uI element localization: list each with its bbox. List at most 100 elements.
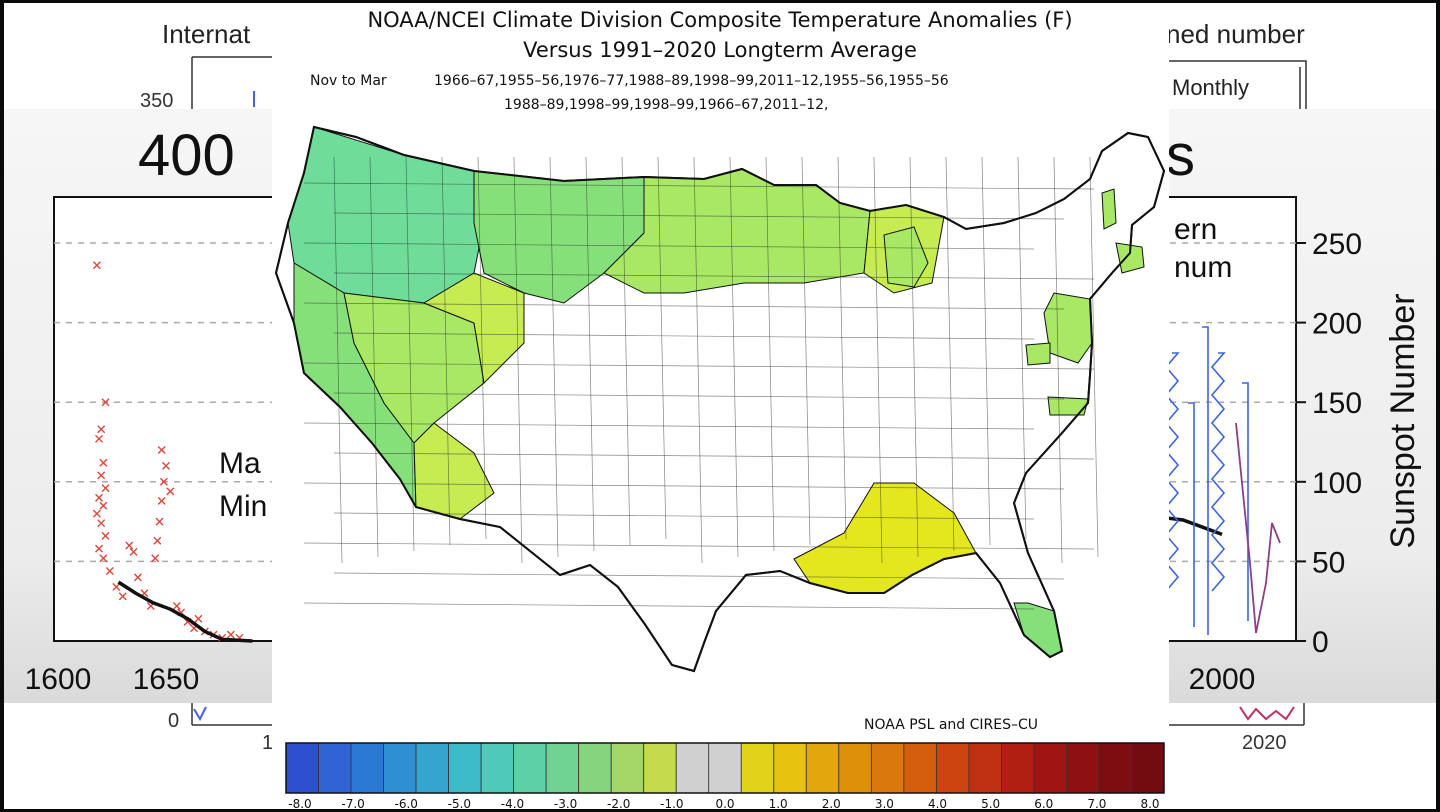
colorbar-label: -7.0 xyxy=(341,797,364,809)
x-tick-label-2000: 2000 xyxy=(1189,663,1256,696)
colorbar-label: -1.0 xyxy=(660,797,683,809)
bottom-left-trace xyxy=(193,706,207,722)
scatter-point xyxy=(105,566,114,575)
colorbar-swatch xyxy=(1131,742,1165,794)
colorbar-swatch xyxy=(805,742,840,794)
scatter-point xyxy=(95,493,104,502)
top-chart-title-right: ned number xyxy=(1166,19,1305,49)
scatter-point xyxy=(92,509,101,518)
scatter-point xyxy=(97,519,106,528)
colorbar-label: 4.0 xyxy=(928,797,947,809)
scatter-point xyxy=(95,434,104,443)
division-border xyxy=(441,156,451,546)
scatter-point xyxy=(118,592,127,601)
colorbar-label: 3.0 xyxy=(875,797,894,809)
colorbar-swatch xyxy=(1033,742,1067,794)
division-border xyxy=(693,156,703,564)
main-chart-title-suffix: s xyxy=(1166,123,1195,188)
colorbar-swatch xyxy=(285,742,319,794)
annotation-right-line2: num xyxy=(1174,251,1232,284)
colorbar-label: -5.0 xyxy=(448,797,471,809)
annotation-right-line1: ern xyxy=(1174,213,1217,246)
colorbar-swatch xyxy=(838,742,872,794)
colorbar-label: 1.0 xyxy=(769,797,788,809)
scatter-point xyxy=(226,630,235,639)
main-chart-title-prefix: 400 xyxy=(138,123,235,188)
division-border xyxy=(405,156,415,552)
scatter-point xyxy=(92,261,101,270)
division-border xyxy=(333,156,343,564)
division-border xyxy=(333,572,1065,580)
scatter-point xyxy=(194,614,203,623)
conus-outline-stroke xyxy=(274,125,1166,673)
colorbar-label: 5.0 xyxy=(981,797,1000,809)
colorbar-frame xyxy=(285,742,1165,794)
anomaly-colorbar: -8.0 -7.0 -6.0 -5.0 -4.0 -3.0 -2.0 -1.0 0.0 1.0 2.… xyxy=(285,742,1165,809)
division-border xyxy=(1053,156,1063,564)
division-border xyxy=(303,242,1035,250)
monthly-trace xyxy=(1242,382,1249,621)
scatter-point xyxy=(101,531,110,540)
scatter-point xyxy=(129,547,138,556)
region-utah-desert xyxy=(422,272,525,385)
colorbar-swatch xyxy=(415,742,449,794)
division-border xyxy=(513,156,523,564)
x-tick-label-1600: 1600 xyxy=(25,663,92,696)
division-border xyxy=(909,156,919,558)
colorbar-label: -2.0 xyxy=(607,797,630,809)
division-border xyxy=(333,452,1095,460)
scatter-point xyxy=(172,601,181,610)
scatter-point xyxy=(99,458,108,467)
y-tick-label-50: 50 xyxy=(1312,546,1345,579)
x-tick-label-1650: 1650 xyxy=(133,663,200,696)
scatter-point xyxy=(97,425,106,434)
colorbar-swatch xyxy=(545,742,580,794)
map-panel: NOAA/NCEI Climate Division Composite Tem… xyxy=(272,3,1169,809)
region-pennsylvania-west xyxy=(1025,342,1051,366)
division-border xyxy=(873,156,883,564)
colorbar-swatch xyxy=(513,742,547,794)
region-virginia-coast xyxy=(1047,396,1089,416)
map-season: Nov to Mar xyxy=(310,73,387,89)
division-border xyxy=(621,156,631,546)
scatter-point xyxy=(133,573,142,582)
division-border xyxy=(801,156,811,546)
scatter-point xyxy=(99,501,108,510)
colorbar-swatch xyxy=(643,742,677,794)
colorbar-swatch xyxy=(870,742,905,794)
scatter-point xyxy=(151,554,160,563)
colorbar-swatch xyxy=(1066,742,1100,794)
region-michigan xyxy=(883,226,929,288)
division-border xyxy=(333,212,1065,220)
y-axis-label: Sunspot Number xyxy=(1384,293,1422,548)
division-border xyxy=(477,156,487,540)
monthly-trace xyxy=(1210,352,1226,592)
smoothed-line-left xyxy=(117,580,253,643)
top-chart-legend-box xyxy=(1163,60,1307,112)
colorbar-label: 2.0 xyxy=(822,797,841,809)
colorbar-swatch xyxy=(1001,742,1035,794)
colorbar-label: 8.0 xyxy=(1140,797,1159,809)
annotation-left-line2: Min xyxy=(219,490,267,523)
division-border xyxy=(303,182,1095,190)
colorbar-swatch xyxy=(480,742,515,794)
region-new-england xyxy=(1101,188,1117,230)
bottom-monthly-trace xyxy=(1239,706,1295,721)
top-chart-legend-monthly: Monthly xyxy=(1172,75,1249,100)
colorbar-swatch xyxy=(448,742,482,794)
division-border xyxy=(303,602,1035,610)
scatter-point xyxy=(159,477,168,486)
division-border xyxy=(333,512,1035,520)
colorbar-swatch xyxy=(350,742,384,794)
division-border xyxy=(657,156,667,540)
scatter-point xyxy=(157,496,166,505)
colorbar-label: 6.0 xyxy=(1034,797,1053,809)
top-chart-title-left: Internat xyxy=(162,19,251,49)
scatter-point xyxy=(99,554,108,563)
colorbar-label: -4.0 xyxy=(501,797,524,809)
y-tick-label-0: 0 xyxy=(1312,626,1329,659)
scatter-point xyxy=(101,398,110,407)
division-border xyxy=(837,156,847,540)
division-border xyxy=(981,156,991,546)
